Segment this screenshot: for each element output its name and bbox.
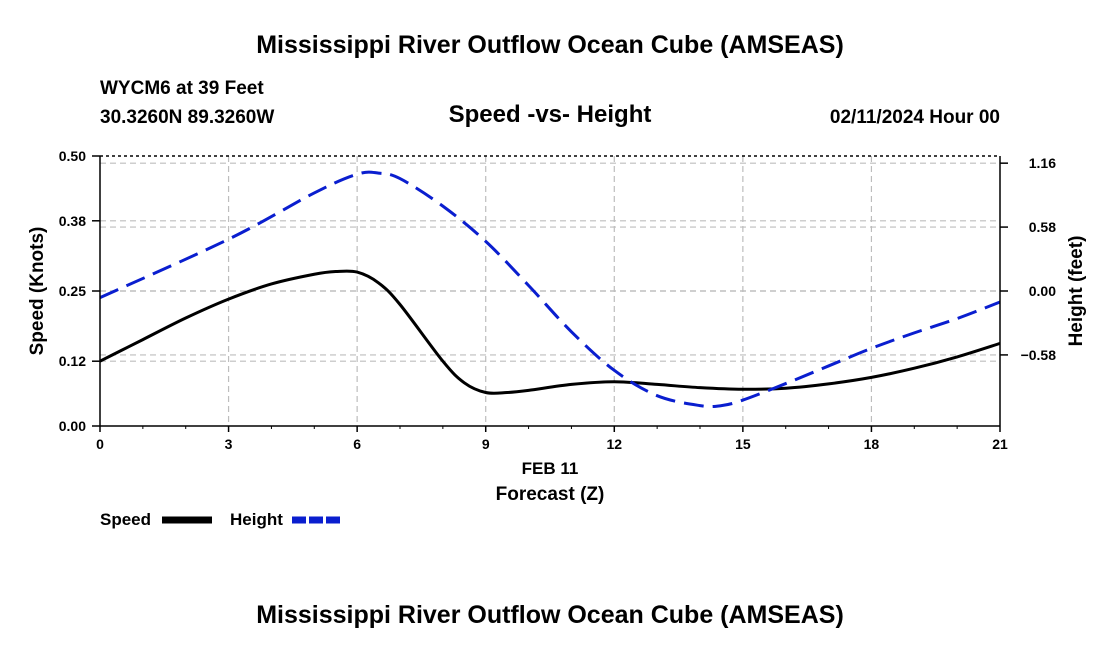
x-tick-label: 12 <box>606 436 622 452</box>
y-right-tick-label: −0.58 <box>1021 347 1057 363</box>
y-left-tick-label: 0.12 <box>59 353 86 369</box>
legend-label-speed: Speed <box>100 510 151 529</box>
x-tick-label: 6 <box>353 436 361 452</box>
datetime-label: 02/11/2024 Hour 00 <box>829 107 1000 128</box>
y-right-tick-label: 0.58 <box>1029 219 1056 235</box>
y-left-tick-label: 0.38 <box>59 213 86 229</box>
x-tick-label: 15 <box>735 436 751 452</box>
x-tick-label: 18 <box>864 436 880 452</box>
y-left-tick-label: 0.25 <box>59 283 86 299</box>
x-tick-label: 0 <box>96 436 104 452</box>
x-tick-label: 21 <box>992 436 1008 452</box>
y-right-axis-title: Height (feet) <box>1066 236 1087 347</box>
footer-title: Mississippi River Outflow Ocean Cube (AM… <box>256 601 844 629</box>
y-left-axis-title: Speed (Knots) <box>27 227 48 356</box>
chart-subtitle: Speed -vs- Height <box>448 101 652 128</box>
station-label: WYCM6 at 39 Feet <box>100 78 264 99</box>
x-date-label: FEB 11 <box>522 459 579 478</box>
y-left-tick-label: 0.00 <box>59 418 86 434</box>
x-tick-label: 9 <box>482 436 490 452</box>
legend-label-height: Height <box>230 510 283 529</box>
y-right-tick-label: 0.00 <box>1029 283 1056 299</box>
y-left-tick-label: 0.50 <box>59 148 86 164</box>
x-tick-label: 3 <box>225 436 233 452</box>
series-line-height <box>99 170 1001 409</box>
series-line-speed <box>99 269 1001 395</box>
y-right-tick-label: 1.16 <box>1029 155 1056 171</box>
chart-title: Mississippi River Outflow Ocean Cube (AM… <box>256 31 844 59</box>
x-axis-title: Forecast (Z) <box>496 484 605 505</box>
location-label: 30.3260N 89.3260W <box>100 107 275 128</box>
